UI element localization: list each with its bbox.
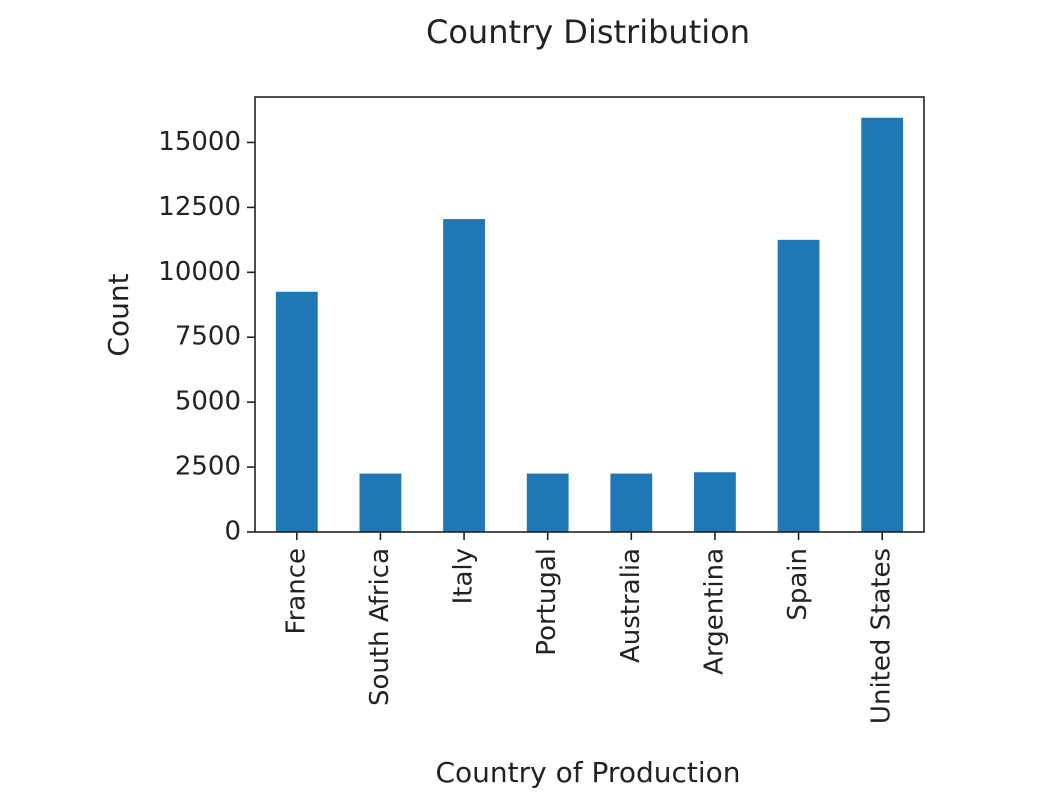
bar-italy — [443, 219, 485, 532]
bar-portugal — [526, 473, 569, 532]
bar-spain — [777, 239, 820, 532]
y-tick-label: 5000 — [175, 387, 241, 417]
x-tick-label: South Africa — [365, 548, 395, 706]
x-tick-label: United States — [867, 548, 897, 724]
y-axis-label: Count — [102, 273, 135, 356]
x-tick-label: Argentina — [699, 548, 729, 675]
plot-frame — [254, 96, 925, 533]
y-tick-label: 15000 — [158, 127, 241, 157]
bar-france — [275, 291, 318, 532]
bar-south-africa — [359, 473, 402, 532]
x-tick-label: Australia — [616, 548, 646, 663]
plot-area: France South Africa Italy Portugal Australia… — [158, 96, 925, 724]
bar-united-states — [861, 117, 904, 532]
x-tick-label: Italy — [449, 548, 479, 604]
bar-australia — [610, 473, 653, 532]
y-tick-label: 7500 — [175, 322, 241, 352]
x-tick-label: France — [281, 548, 311, 634]
x-tick-label: Spain — [783, 548, 813, 621]
y-tick-label: 12500 — [158, 192, 241, 222]
chart-title: Country Distribution — [426, 13, 750, 51]
x-tick-label: Portugal — [532, 548, 562, 656]
bar-argentina — [694, 472, 736, 532]
y-tick-label: 2500 — [175, 452, 241, 482]
y-tick-label: 10000 — [158, 257, 241, 287]
x-axis-label: Country of Production — [436, 756, 741, 789]
y-tick-label: 0 — [224, 517, 241, 547]
